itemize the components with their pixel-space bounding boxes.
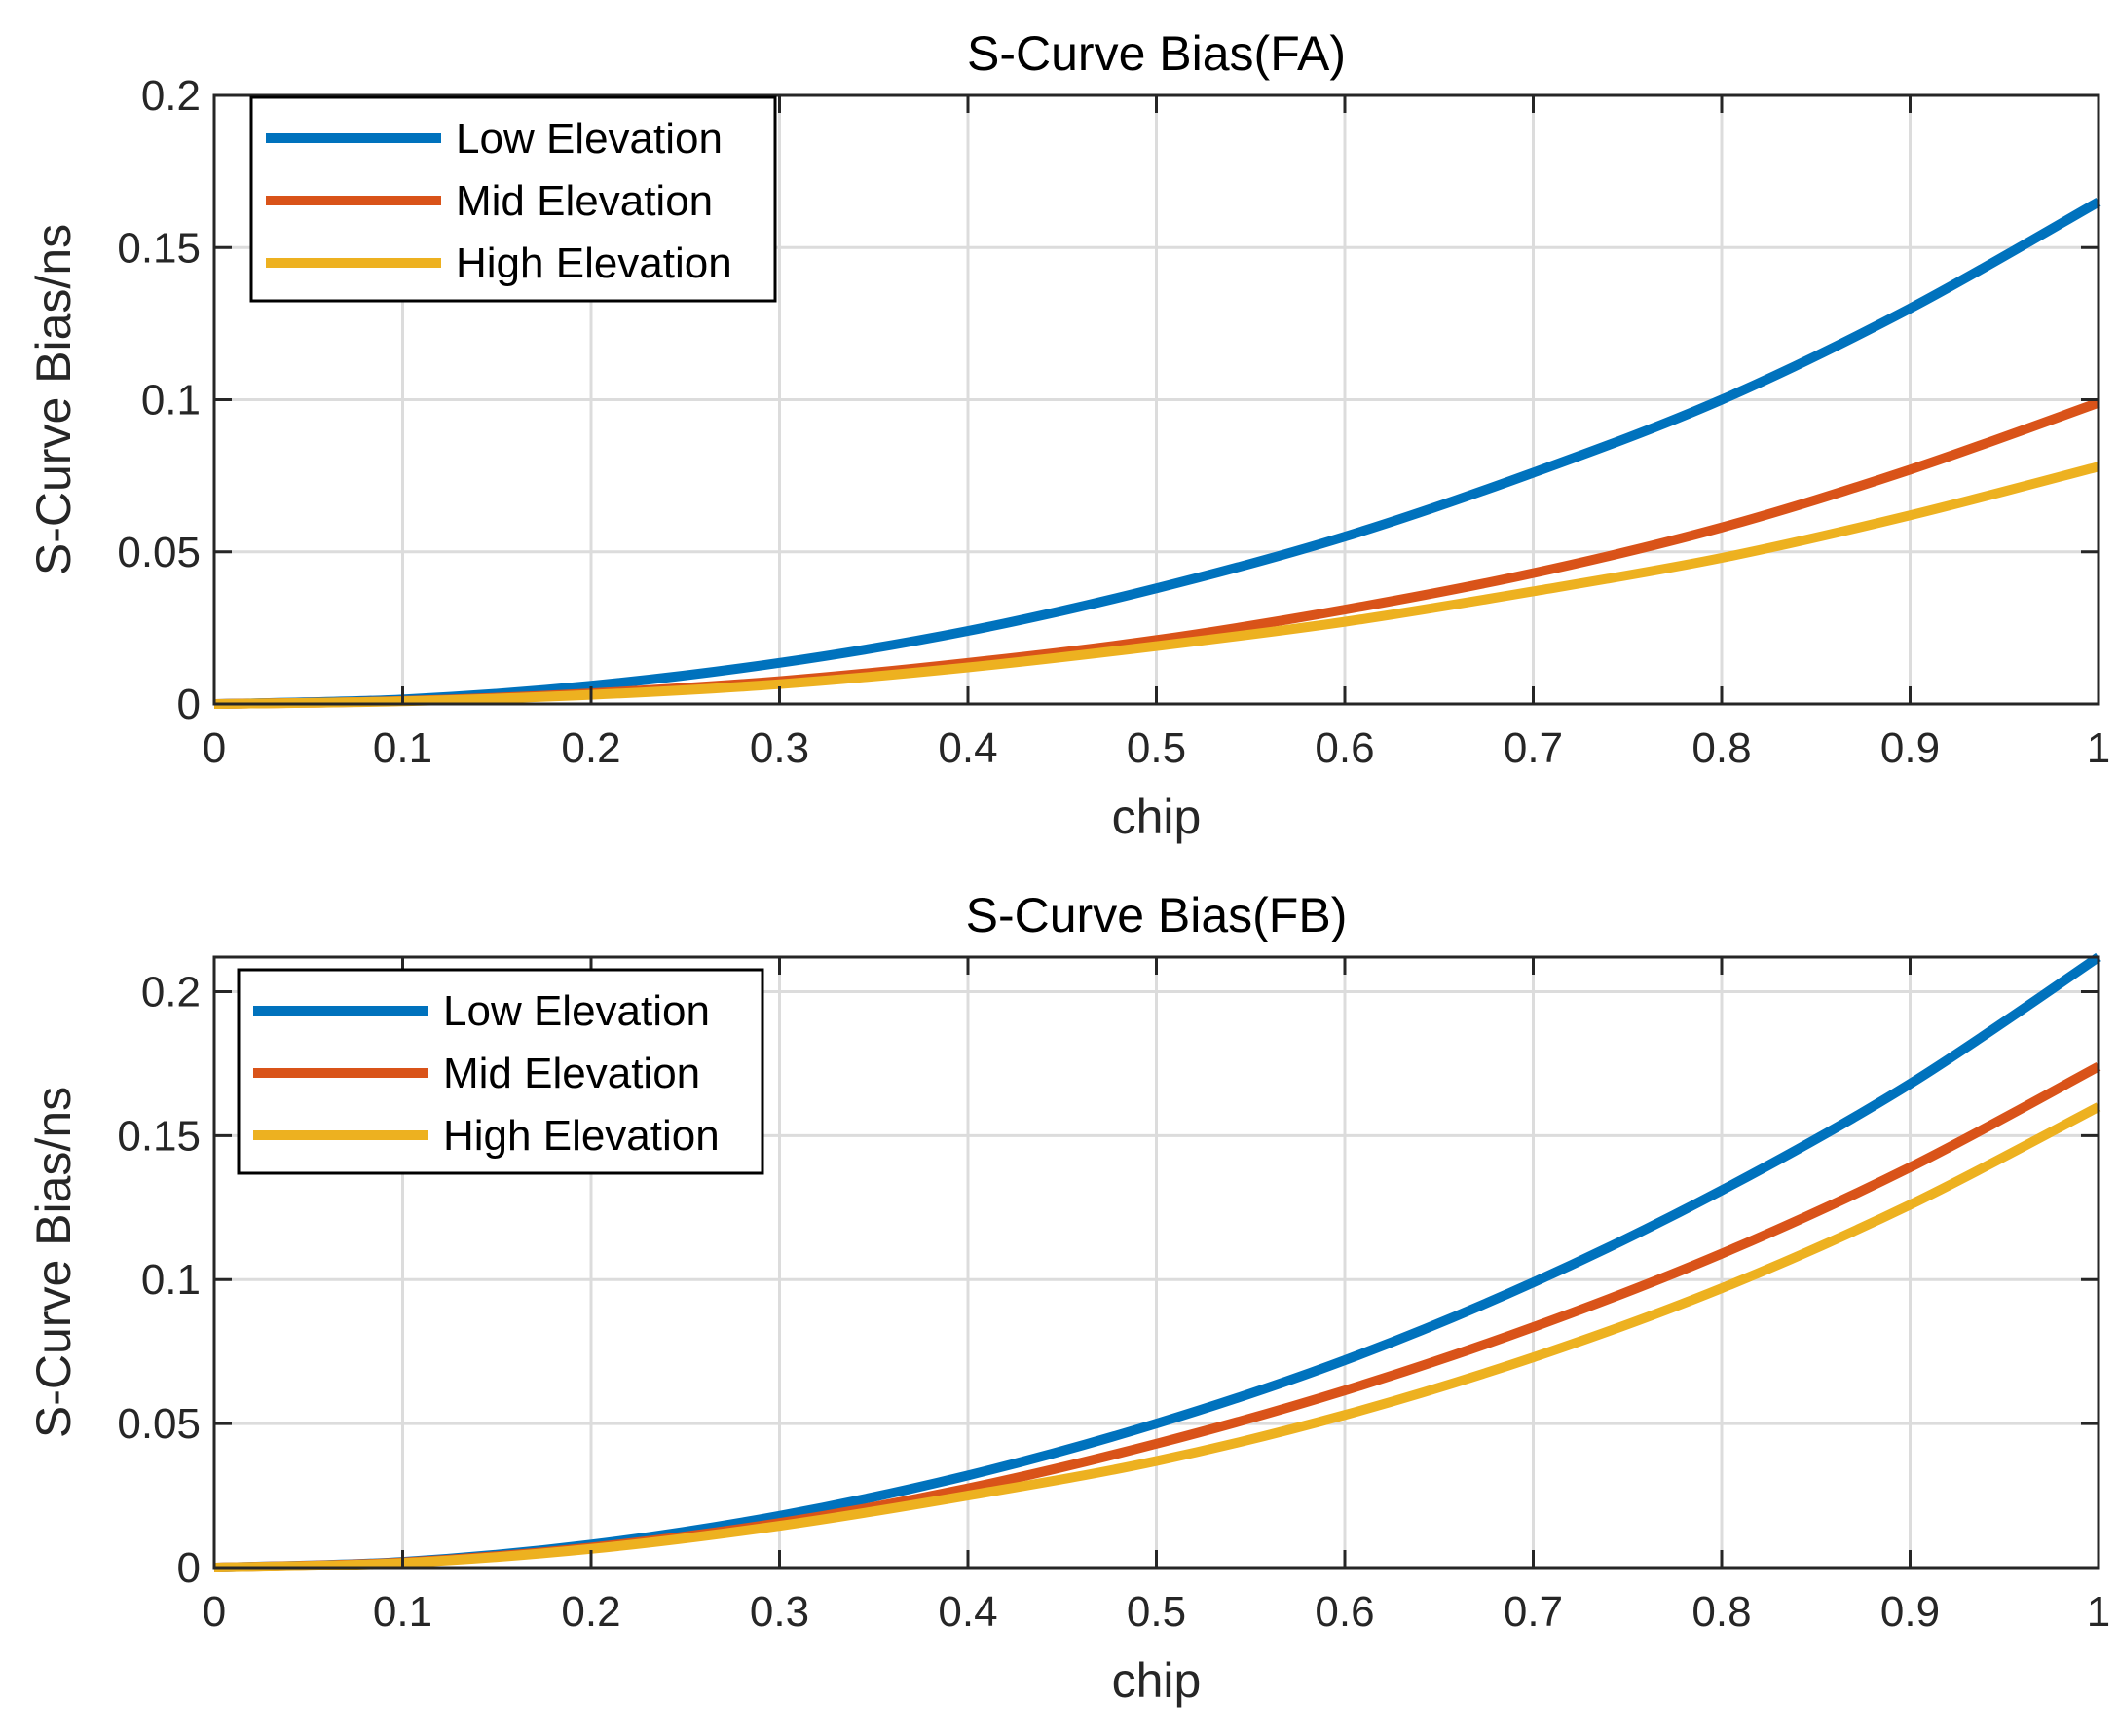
- series-line-low-elevation: [213, 198, 2101, 709]
- x-tick-label: 0.9: [1880, 1588, 1940, 1636]
- x-tick-label: 0: [203, 724, 226, 772]
- y-tick-label: 0.15: [117, 224, 201, 272]
- series-line-high-elevation: [213, 462, 2100, 709]
- charts: 0 0.1 0.2 0.3 0.4 0.5 0.6 0.7 0.8 0.9 1 0 0.05 0.1 0.1…: [26, 26, 2110, 1708]
- y-axis-label: S-Curve Bias/ns: [26, 224, 81, 575]
- x-tick-label: 0.8: [1691, 1588, 1751, 1636]
- x-tick-label: 0.5: [1127, 724, 1186, 772]
- x-tick-label: 0.7: [1504, 1588, 1563, 1636]
- legend: Low Elevation Mid Elevation High Elevation: [249, 95, 777, 303]
- chart-panel-2: 0 0.1 0.2 0.3 0.4 0.5 0.6 0.7 0.8 0.9 1 0 0.05 0.1 0.1…: [26, 888, 2110, 1708]
- x-tick-label: 0.1: [373, 724, 432, 772]
- legend-label: Low Elevation: [443, 987, 710, 1035]
- legend-label: High Elevation: [443, 1112, 720, 1160]
- x-tick-label: 1: [2087, 724, 2110, 772]
- legend: Low Elevation Mid Elevation High Elevation: [237, 968, 764, 1175]
- legend-label: Mid Elevation: [443, 1050, 700, 1097]
- legend-label: High Elevation: [456, 240, 732, 287]
- legend-label: Low Elevation: [456, 115, 723, 163]
- chart-title: S-Curve Bias(FB): [966, 888, 1348, 942]
- chart-title: S-Curve Bias(FA): [967, 26, 1346, 81]
- x-tick-label: 0.6: [1315, 724, 1374, 772]
- x-tick-label: 0.4: [938, 724, 997, 772]
- x-tick-label: 0.4: [938, 1588, 997, 1636]
- x-tick-label: 0.3: [750, 724, 809, 772]
- x-axis-label: chip: [1112, 1653, 1202, 1708]
- y-tick-label: 0.05: [117, 529, 201, 576]
- x-tick-label: 0.9: [1880, 724, 1940, 772]
- series-line-high-elevation: [213, 1102, 2101, 1572]
- x-tick-label: 0.6: [1315, 1588, 1374, 1636]
- chart-panel-1: 0 0.1 0.2 0.3 0.4 0.5 0.6 0.7 0.8 0.9 1 0 0.05 0.1 0.1…: [26, 26, 2110, 844]
- y-axis-label: S-Curve Bias/ns: [26, 1087, 81, 1438]
- y-tick-label: 0.05: [117, 1400, 201, 1448]
- y-tick-label: 0: [177, 681, 201, 728]
- x-tick-label: 0.2: [561, 1588, 620, 1636]
- x-axis-label: chip: [1112, 790, 1202, 844]
- y-tick-label: 0.1: [141, 1256, 201, 1304]
- x-tick-label: 0.1: [373, 1588, 432, 1636]
- y-tick-label: 0: [177, 1544, 201, 1592]
- y-tick-label: 0.15: [117, 1112, 201, 1160]
- x-tick-label: 1: [2087, 1588, 2110, 1636]
- x-tick-label: 0.8: [1691, 724, 1751, 772]
- x-tick-label: 0.3: [750, 1588, 809, 1636]
- y-tick-label: 0.1: [141, 377, 201, 425]
- x-tick-label: 0.7: [1504, 724, 1563, 772]
- x-tick-label: 0.2: [561, 724, 620, 772]
- y-tick-label: 0.2: [141, 968, 201, 1016]
- x-tick-label: 0: [203, 1588, 226, 1636]
- legend-label: Mid Elevation: [456, 177, 713, 225]
- x-tick-label: 0.5: [1127, 1588, 1186, 1636]
- y-tick-label: 0.2: [141, 72, 201, 120]
